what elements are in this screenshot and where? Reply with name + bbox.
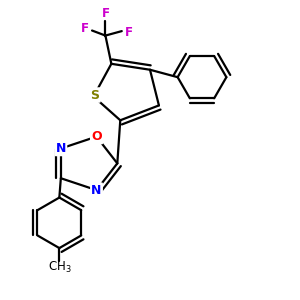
Text: N: N (56, 142, 66, 155)
Text: F: F (101, 7, 110, 20)
Text: F: F (125, 26, 133, 39)
Text: CH$_3$: CH$_3$ (47, 260, 71, 275)
Text: S: S (91, 88, 100, 101)
Text: O: O (91, 130, 102, 143)
Text: F: F (81, 22, 88, 34)
Text: N: N (91, 184, 102, 196)
